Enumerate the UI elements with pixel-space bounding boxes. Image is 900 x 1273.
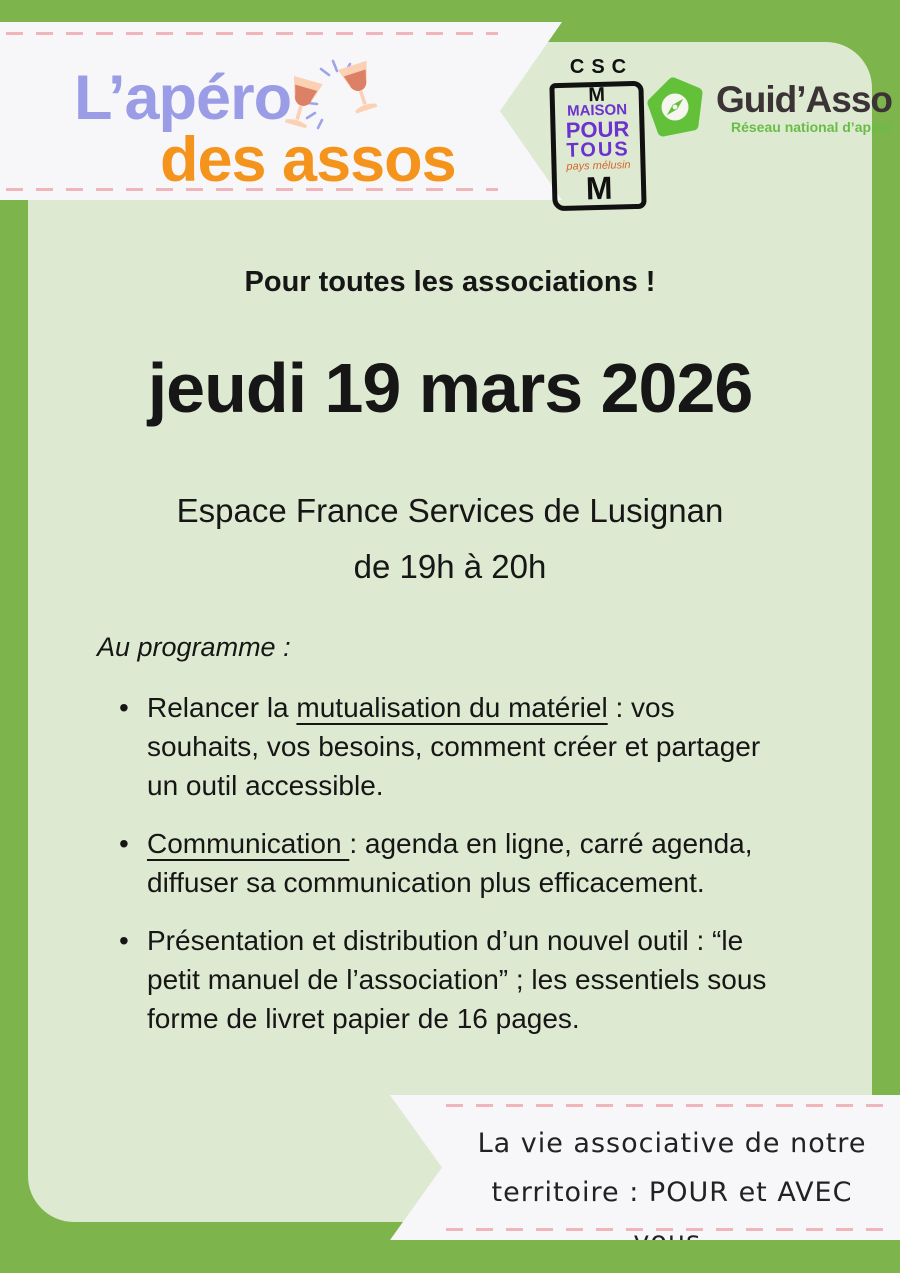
top-ribbon: L’apéro des assos (0, 22, 562, 200)
guidasso-wordmark: Guid’Asso Réseau national d’appui (716, 79, 893, 136)
programme-item-communication: Communication : agenda en ligne, carré a… (117, 824, 789, 902)
bullet-underlined-text: mutualisation du matériel (296, 692, 608, 723)
ribbon-dashed-line-bottom (446, 1228, 892, 1231)
guidasso-name: Guid’Asso (716, 79, 893, 120)
programme-label: Au programme : (97, 632, 291, 662)
programme-list: Relancer la mutualisation du matériel : … (117, 688, 789, 1057)
event-time: de 19h à 20h (353, 548, 547, 585)
ribbon-dashed-line-top (446, 1104, 892, 1107)
bottom-ribbon: La vie associative de notre territoire :… (390, 1095, 900, 1240)
programme-item-nouvel-outil: Présentation et distribution d’un nouvel… (117, 921, 789, 1038)
ribbon-dashed-line-top (6, 32, 498, 35)
compass-icon (647, 77, 703, 137)
csc-word-tous: TOUS (566, 138, 630, 162)
audience-subtitle: Pour toutes les associations ! (244, 266, 656, 298)
event-title-line1: L’apéro (74, 63, 292, 133)
programme-item-mutualisation: Relancer la mutualisation du matériel : … (117, 688, 789, 805)
event-location: Espace France Services de Lusignan (176, 492, 724, 529)
footer-slogan: La vie associative de notre territoire :… (452, 1119, 892, 1257)
csc-logo-frame: M MAISON POUR TOUS pays mélusin M (549, 80, 647, 212)
csc-maison-pour-tous-logo: CSC M MAISON POUR TOUS pays mélusin M (549, 56, 647, 212)
bullet-text: : agenda en ligne, carré agenda, diffuse… (147, 828, 753, 898)
footer-slogan-line1: La vie associative de notre (477, 1128, 867, 1159)
event-title-line2: des assos (160, 125, 456, 195)
clinking-wine-glasses-icon (282, 58, 382, 150)
bullet-underlined-text: Communication (147, 828, 350, 859)
csc-monogram-bottom: M (585, 169, 613, 207)
event-date: jeudi 19 mars 2026 (147, 349, 754, 427)
csc-acronym: CSC (569, 56, 634, 78)
bullet-text: : vos souhaits, vos besoins, comment cré… (147, 692, 761, 801)
footer-slogan-line2: territoire : POUR et AVEC vous. (491, 1177, 853, 1257)
ribbon-dashed-line-bottom (6, 188, 498, 191)
guidasso-tagline: Réseau national d’appui (731, 119, 893, 135)
bullet-text: Présentation et distribution d’un nouvel… (147, 925, 767, 1034)
guidasso-logo: Guid’Asso Réseau national d’appui (646, 76, 893, 140)
bullet-text: Relancer la (147, 692, 297, 723)
